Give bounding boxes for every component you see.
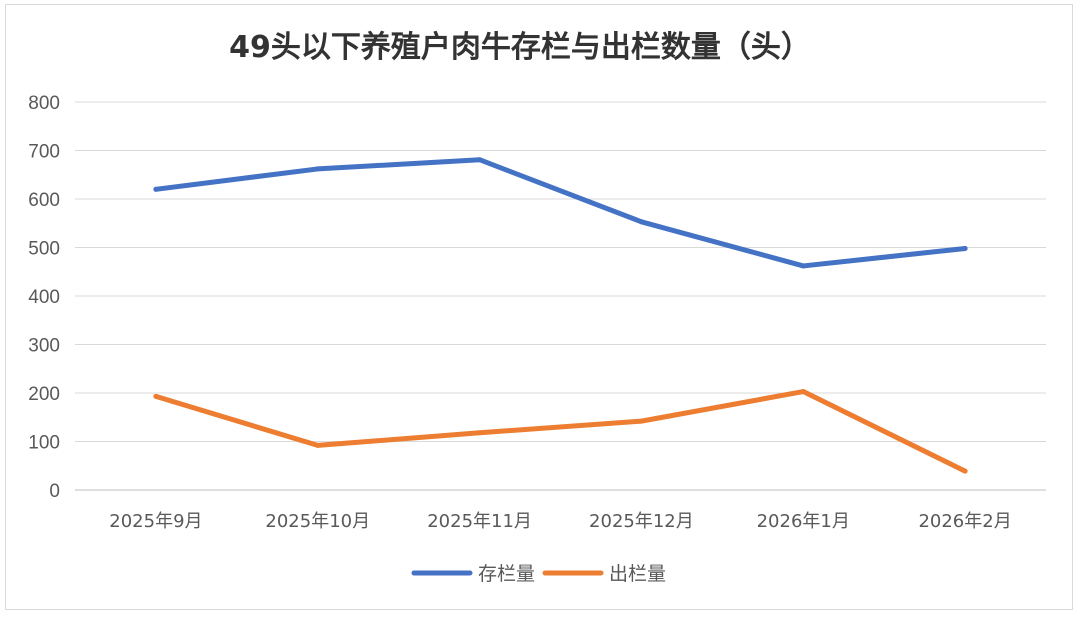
data-point	[153, 186, 159, 192]
y-tick-label: 300	[28, 336, 60, 357]
data-point	[315, 166, 321, 172]
data-point	[477, 157, 483, 163]
series-line-0	[153, 157, 968, 269]
grid-layer	[75, 101, 1046, 491]
data-point	[638, 219, 644, 225]
series-line-1	[153, 389, 968, 474]
legend-label: 出栏量	[609, 563, 666, 585]
data-point	[962, 245, 968, 251]
legend: 存栏量 出栏量	[411, 563, 666, 585]
y-tick-label: 800	[28, 93, 60, 114]
data-point	[962, 468, 968, 474]
data-point	[153, 393, 159, 399]
data-point	[800, 389, 806, 395]
y-tick-label: 200	[28, 384, 60, 405]
series-layer	[153, 157, 968, 474]
y-tick-label: 600	[28, 190, 60, 211]
data-point	[638, 418, 644, 424]
y-tick-label: 400	[28, 287, 60, 308]
data-point	[800, 263, 806, 269]
y-tick-label: 0	[49, 481, 60, 502]
x-tick-label: 2025年11月	[427, 511, 532, 532]
x-tick-label: 2025年9月	[109, 511, 202, 532]
data-point	[315, 442, 321, 448]
data-point	[477, 430, 483, 436]
y-tick-label: 500	[28, 239, 60, 260]
x-tick-label: 2025年10月	[265, 511, 370, 532]
chart-title: 49头以下养殖户肉牛存栏与出栏数量（头）	[229, 30, 811, 65]
x-tick-label: 2026年2月	[918, 511, 1011, 532]
x-tick-label: 2025年12月	[589, 511, 694, 532]
legend-label: 存栏量	[478, 563, 535, 585]
x-tick-label: 2026年1月	[757, 511, 850, 532]
x-axis-tick-labels: 2025年9月 2025年10月 2025年11月 2025年12月 2026年1月 20…	[109, 511, 1011, 532]
chart-frame	[5, 4, 1073, 610]
y-axis-tick-labels: 0 100 200 300 400 500 600 700 800	[28, 93, 60, 502]
y-tick-label: 700	[28, 142, 60, 163]
y-tick-label: 100	[28, 433, 60, 454]
